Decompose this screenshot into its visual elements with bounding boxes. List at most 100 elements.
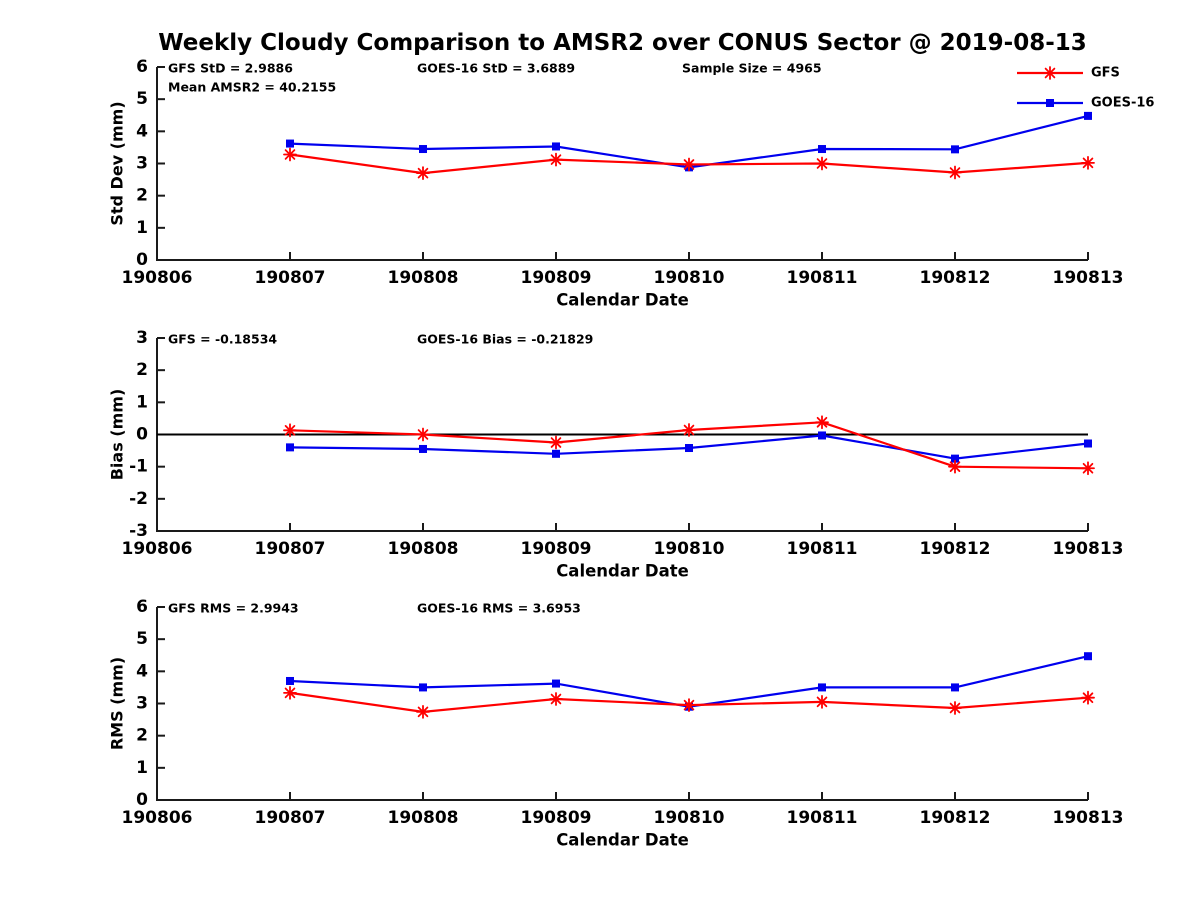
bias-chart-panel: -3 -2 -1 0 1 2 3 190806 190807 190808 190809 190810…	[0, 325, 1200, 583]
asterisk-marker	[549, 152, 563, 167]
std-dev-chart-panel: 0 1 2 3 4 5 6 190806 190807 190808 190809 190810 190…	[0, 54, 1200, 312]
asterisk-marker	[1043, 66, 1057, 80]
square-marker	[286, 676, 294, 685]
square-marker	[1084, 652, 1092, 661]
annotation-left2: Mean AMSR2 = 40.2155	[168, 80, 336, 95]
y-axis-label: Std Dev (mm)	[108, 101, 127, 225]
x-tick-label: 190812	[920, 539, 991, 559]
square-marker	[818, 145, 826, 154]
asterisk-marker	[815, 156, 829, 171]
asterisk-marker	[283, 423, 297, 438]
annotation-left: GFS StD = 2.9886	[168, 61, 293, 76]
asterisk-marker	[948, 165, 962, 180]
x-axis-label: Calendar Date	[556, 291, 689, 310]
x-tick-label: 190809	[521, 539, 592, 559]
y-tick-label: 4	[136, 661, 148, 681]
x-tick-label: 190813	[1053, 808, 1124, 828]
y-tick-label: 0	[136, 790, 148, 810]
asterisk-marker	[416, 427, 430, 442]
std-dev-chart: 0 1 2 3 4 5 6 190806 190807 190808 190809 190810 190…	[108, 57, 1155, 310]
asterisk-marker	[416, 704, 430, 719]
y-tick-label: 6	[136, 57, 148, 77]
square-marker	[685, 444, 693, 453]
axes	[156, 67, 1088, 261]
annotation-right: Sample Size = 4965	[682, 61, 822, 76]
y-tick-label: 2	[136, 186, 148, 206]
asterisk-marker	[682, 423, 696, 437]
x-tick-label: 190806	[122, 539, 193, 559]
x-tick-label: 190811	[787, 268, 858, 288]
square-marker	[1046, 99, 1054, 107]
y-tick-label: 2	[136, 360, 148, 380]
asterisk-marker	[283, 147, 297, 162]
y-tick-label: 1	[136, 392, 148, 412]
square-marker	[286, 443, 294, 452]
axes	[156, 607, 1088, 801]
x-tick-label: 190807	[255, 539, 326, 559]
y-axis-label: RMS (mm)	[108, 657, 127, 750]
bias-chart: -3 -2 -1 0 1 2 3 190806 190807 190808 190809 190810…	[108, 328, 1124, 581]
x-tick-label: 190808	[388, 539, 459, 559]
x-axis-label: Calendar Date	[556, 831, 689, 850]
asterisk-marker	[1081, 155, 1095, 170]
square-marker	[951, 145, 959, 154]
x-axis-label: Calendar Date	[556, 562, 689, 581]
square-marker	[818, 431, 826, 440]
asterisk-marker	[815, 694, 829, 709]
y-tick-label: 1	[136, 218, 148, 238]
x-tick-label: 190806	[122, 808, 193, 828]
x-tick-label: 190811	[787, 808, 858, 828]
asterisk-marker	[1081, 690, 1095, 705]
annotation-left: GFS RMS = 2.9943	[168, 601, 299, 616]
y-tick-label: 0	[136, 250, 148, 270]
asterisk-marker	[416, 166, 430, 181]
square-marker	[552, 142, 560, 151]
y-tick-label: -3	[129, 521, 148, 541]
x-tick-label: 190811	[787, 539, 858, 559]
asterisk-marker	[815, 415, 829, 430]
asterisk-marker	[549, 435, 563, 450]
y-tick-label: -2	[129, 489, 148, 509]
x-tick-label: 190806	[122, 268, 193, 288]
annotation-left: GFS = -0.18534	[168, 332, 277, 347]
y-tick-label: 5	[136, 629, 148, 649]
asterisk-marker	[1081, 461, 1095, 476]
asterisk-marker	[948, 701, 962, 715]
rms-chart: 0 1 2 3 4 5 6 190806 190807 190808 190809 190810 190…	[108, 597, 1124, 850]
y-tick-label: -1	[129, 457, 148, 477]
square-marker	[419, 145, 427, 154]
y-tick-label: 3	[136, 694, 148, 714]
asterisk-marker	[682, 698, 696, 713]
y-tick-label: 2	[136, 726, 148, 746]
x-tick-label: 190812	[920, 268, 991, 288]
y-axis-label: Bias (mm)	[108, 389, 127, 481]
square-marker	[818, 683, 826, 692]
y-tick-label: 0	[136, 425, 148, 445]
x-tick-label: 190808	[388, 268, 459, 288]
legend-entry-gfs: GFS	[1017, 66, 1120, 81]
y-tick-label: 1	[136, 758, 148, 778]
y-tick-label: 5	[136, 89, 148, 109]
x-tick-label: 190808	[388, 808, 459, 828]
y-tick-label: 3	[136, 154, 148, 174]
asterisk-marker	[283, 685, 297, 700]
asterisk-marker	[549, 692, 563, 706]
x-tick-label: 190812	[920, 808, 991, 828]
square-marker	[1084, 439, 1092, 448]
square-marker	[552, 679, 560, 688]
square-marker	[951, 683, 959, 692]
y-tick-label: 3	[136, 328, 148, 348]
square-marker	[286, 139, 294, 148]
y-tick-label: 6	[136, 597, 148, 617]
square-marker	[419, 683, 427, 692]
legend: GFS GOES-16	[1017, 66, 1154, 111]
annotation-mid: GOES-16 RMS = 3.6953	[417, 601, 581, 616]
square-marker	[552, 449, 560, 458]
annotation-mid: GOES-16 StD = 3.6889	[417, 61, 575, 76]
x-tick-label: 190810	[654, 539, 725, 559]
square-marker	[419, 444, 427, 453]
x-tick-label: 190809	[521, 808, 592, 828]
asterisk-marker	[948, 459, 962, 474]
legend-label: GOES-16	[1091, 96, 1154, 111]
